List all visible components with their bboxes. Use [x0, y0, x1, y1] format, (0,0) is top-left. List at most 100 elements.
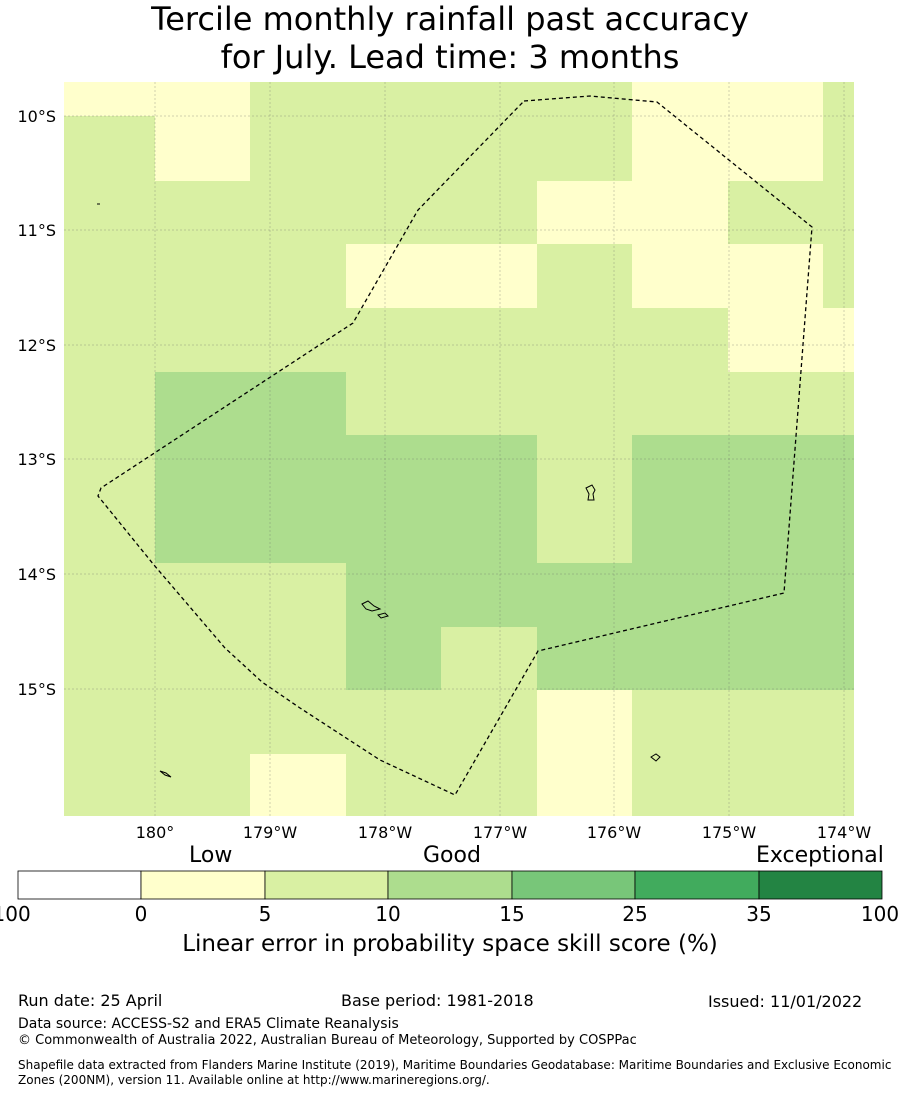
grid-cell: [441, 116, 537, 181]
skill-grid-cells: [64, 82, 854, 816]
grid-cell: [441, 563, 537, 627]
grid-cell: [250, 181, 346, 244]
grid-cell: [346, 499, 441, 563]
colorbar-label-good: Good: [423, 843, 481, 868]
grid-cell: [250, 308, 346, 372]
colorbar-tick: 0: [134, 902, 148, 926]
grid-cell: [250, 435, 346, 499]
grid-cell: [346, 627, 441, 690]
grid-cell: [250, 372, 346, 435]
grid-cell: [64, 563, 155, 627]
colorbar-tick: 5: [258, 902, 272, 926]
copyright: © Commonwealth of Australia 2022, Austra…: [18, 1033, 637, 1048]
grid-cell: [64, 181, 155, 244]
island-outline-5: [159, 770, 172, 778]
latitude-label: 15°S: [17, 680, 56, 699]
grid-cell: [441, 372, 537, 435]
grid-cell: [155, 372, 250, 435]
island-outline-3: [377, 612, 389, 619]
grid-cell: [632, 627, 728, 690]
eez-boundary: [97, 95, 813, 796]
shapefile-credit: Shapefile data extracted from Flanders M…: [18, 1058, 892, 1087]
grid-cell: [250, 690, 346, 754]
grid-cell: [346, 181, 441, 244]
grid-cell: [537, 244, 632, 308]
colorbar-segment: [17, 870, 142, 900]
colorbar: [17, 870, 883, 900]
grid-cell: [64, 754, 155, 816]
grid-cell: [155, 116, 250, 181]
grid-cell: [250, 82, 346, 116]
grid-cell: [64, 627, 155, 690]
grid-cell: [64, 690, 155, 754]
data-source: Data source: ACCESS-S2 and ERA5 Climate …: [18, 1016, 399, 1032]
longitude-label: 179°W: [243, 823, 298, 842]
grid-cell: [823, 308, 854, 372]
grid-cell: [537, 116, 632, 181]
base-period: Base period: 1981-2018: [341, 991, 534, 1010]
grid-cell: [537, 627, 632, 690]
grid-cell: [155, 435, 250, 499]
grid-cell: [346, 690, 441, 754]
grid-cell: [346, 435, 441, 499]
grid-cell: [155, 690, 250, 754]
grid-cell: [346, 563, 441, 627]
island-outlines: [97, 203, 661, 778]
grid-cell: [441, 82, 537, 116]
grid-cell: [823, 563, 854, 627]
grid-cell: [728, 82, 823, 116]
grid-cell: [632, 435, 728, 499]
grid-cell: [250, 563, 346, 627]
grid-cell: [728, 690, 823, 754]
grid-cell: [537, 308, 632, 372]
colorbar-label-low: Low: [189, 843, 233, 868]
longitude-label: 174°W: [817, 823, 872, 842]
grid-cell: [728, 181, 823, 244]
colorbar-segment: [758, 870, 883, 900]
latitude-label: 11°S: [17, 221, 56, 240]
grid-cell: [632, 563, 728, 627]
grid-cell: [537, 372, 632, 435]
grid-cell: [632, 499, 728, 563]
grid-cell: [250, 499, 346, 563]
grid-cell: [250, 116, 346, 181]
grid-cell: [823, 435, 854, 499]
grid-cell: [64, 435, 155, 499]
grid-cell: [64, 82, 155, 116]
grid-cell: [155, 244, 250, 308]
grid-cell: [823, 627, 854, 690]
grid-cell: [346, 116, 441, 181]
grid-cell: [823, 181, 854, 244]
grid-cell: [250, 754, 346, 816]
grid-cell: [823, 499, 854, 563]
grid-cell: [441, 181, 537, 244]
grid-cell: [64, 244, 155, 308]
skill-map: 10°S11°S12°S13°S14°S15°S 180° 179°W 178°W 1…: [17, 82, 883, 900]
grid-cell: [441, 754, 537, 816]
grid-cell: [441, 690, 537, 754]
grid-cell: [346, 754, 441, 816]
colorbar-title: Linear error in probability space skill …: [182, 931, 718, 957]
grid-cell: [728, 754, 823, 816]
latitude-label: 14°S: [17, 565, 56, 584]
grid-cell: [728, 627, 823, 690]
colorbar-segment: [634, 870, 760, 900]
latitude-label: 12°S: [17, 336, 56, 355]
grid-cell: [537, 181, 632, 244]
grid-cell: [250, 244, 346, 308]
grid-cell: [346, 308, 441, 372]
longitude-label: 178°W: [358, 823, 413, 842]
grid-cell: [441, 308, 537, 372]
colorbar-segment: [511, 870, 636, 900]
grid-cell: [441, 244, 537, 308]
colorbar-label-exceptional: Exceptional: [756, 843, 884, 868]
grid-cell: [155, 308, 250, 372]
grid-cell: [728, 372, 823, 435]
grid-cell: [155, 499, 250, 563]
colorbar-tick: 35: [746, 902, 772, 926]
grid-cell: [632, 244, 728, 308]
longitude-label: 175°W: [702, 823, 757, 842]
colorbar-tick: 10: [375, 902, 401, 926]
grid-cell: [441, 627, 537, 690]
longitude-label: 176°W: [587, 823, 642, 842]
